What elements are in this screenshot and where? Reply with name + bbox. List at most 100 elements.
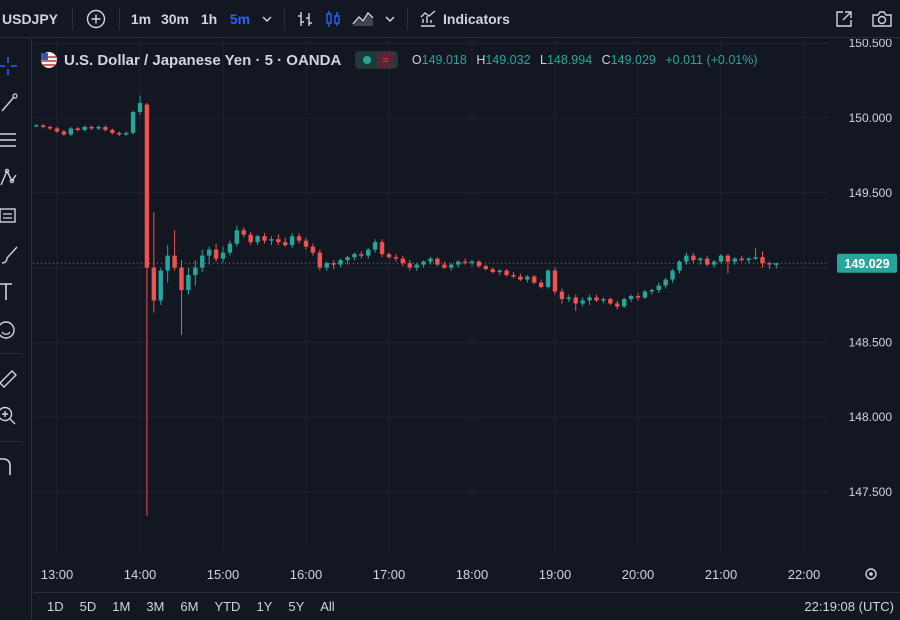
candle-body	[269, 239, 274, 241]
candle-body	[220, 252, 226, 259]
last-price-value: 149.029	[844, 257, 889, 271]
candle-body	[379, 242, 385, 255]
candle-body	[656, 285, 661, 291]
candle	[511, 272, 516, 279]
text-icon[interactable]	[0, 281, 22, 303]
trend-line-icon[interactable]	[0, 91, 22, 113]
candle-body	[746, 258, 751, 261]
interval-30m-button[interactable]: 30m	[156, 0, 194, 38]
indicators-icon	[420, 9, 436, 27]
candle	[691, 252, 696, 264]
candle	[310, 243, 316, 256]
candle-body	[691, 255, 696, 261]
candle-body	[345, 257, 350, 261]
interval-5m-button[interactable]: 5m	[224, 0, 256, 38]
candle	[739, 255, 744, 262]
candle-body	[497, 270, 502, 273]
bar-style-button[interactable]	[291, 0, 319, 38]
area-style-button[interactable]	[347, 0, 379, 38]
candle	[407, 260, 412, 271]
candle-body	[130, 112, 136, 133]
range-5d-button[interactable]: 5D	[79, 599, 97, 614]
candles-icon	[326, 10, 340, 27]
candle-body	[455, 261, 461, 265]
range-3m-button[interactable]: 3M	[146, 599, 165, 614]
symbol-title[interactable]: U.S. Dollar / Japanese Yen · 5 · OANDA	[64, 51, 342, 69]
brush-icon[interactable]	[0, 243, 22, 265]
low-value: 148.994	[546, 53, 593, 67]
candle-body	[75, 128, 80, 130]
candle	[317, 249, 323, 271]
candle	[421, 260, 426, 268]
candle	[144, 103, 150, 516]
candle-body	[137, 103, 143, 113]
interval-1h-button[interactable]: 1h	[194, 0, 224, 38]
high-key: H	[476, 53, 486, 67]
indicators-button[interactable]: Indicators	[414, 0, 510, 38]
range-1m-button[interactable]: 1M	[112, 599, 131, 614]
ruler-icon[interactable]	[0, 367, 22, 389]
candle-body	[663, 279, 668, 286]
candle-body	[227, 243, 233, 253]
price-chart[interactable]: 147.500148.000148.500149.000149.500150.0…	[33, 39, 900, 587]
range-6m-button[interactable]: 6M	[180, 599, 199, 614]
candle-body	[179, 267, 184, 291]
emoji-icon[interactable]	[0, 319, 22, 341]
symbol-search[interactable]: USDJPY	[0, 0, 66, 38]
candle	[68, 126, 74, 136]
candle-body	[248, 234, 253, 243]
snapshot-button[interactable]	[868, 0, 896, 38]
gear-icon[interactable]	[865, 568, 877, 580]
candle	[206, 246, 212, 265]
fib-retracement-icon[interactable]	[0, 129, 22, 151]
interval-dropdown[interactable]	[256, 0, 278, 38]
last-price-label: 149.029	[837, 253, 897, 273]
candle-body	[359, 254, 364, 256]
interval-1m-button[interactable]: 1m	[126, 0, 156, 38]
divider	[407, 7, 408, 30]
candle-style-button[interactable]	[319, 0, 347, 38]
chart-type-dropdown[interactable]	[379, 0, 401, 38]
candle	[656, 282, 661, 294]
flag-icon	[41, 52, 57, 68]
candle	[137, 95, 143, 116]
crosshair-icon[interactable]	[0, 55, 22, 77]
candle-body	[352, 254, 357, 258]
market-status[interactable]: ≈	[355, 51, 398, 69]
magnet-icon[interactable]	[0, 455, 22, 477]
candle-body	[684, 255, 689, 262]
settings-gear[interactable]	[865, 568, 877, 580]
time-axis[interactable]: 13:00 14:00 15:00 16:00 17:00 18:00 19:00 20:00…	[41, 567, 821, 582]
range-1y-button[interactable]: 1Y	[256, 599, 273, 614]
candle	[75, 126, 80, 132]
candle	[746, 257, 751, 264]
candle	[684, 252, 689, 265]
candle	[642, 290, 648, 300]
forecast-icon[interactable]	[0, 205, 22, 227]
candle	[372, 239, 378, 253]
fullscreen-button[interactable]	[830, 0, 858, 38]
chevron-down-icon	[262, 15, 272, 22]
candle-body	[407, 263, 412, 268]
pattern-icon[interactable]	[0, 167, 22, 189]
range-all-button[interactable]: All	[320, 599, 335, 614]
wave-icon: ≈	[377, 52, 394, 68]
compare-symbol-button[interactable]	[79, 0, 113, 38]
candle-body	[172, 255, 177, 268]
candle	[455, 260, 461, 268]
candle-body	[324, 263, 329, 268]
range-5y-button[interactable]: 5Y	[288, 599, 305, 614]
range-ytd-button[interactable]: YTD	[214, 599, 241, 614]
range-1d-button[interactable]: 1D	[47, 599, 64, 614]
candle	[227, 240, 233, 256]
candle	[359, 251, 364, 259]
candle	[123, 131, 129, 136]
candle	[442, 261, 447, 270]
utc-clock[interactable]: 22:19:08 (UTC)	[804, 599, 894, 614]
candle-body	[525, 276, 530, 280]
price-tick: 147.500	[849, 485, 893, 499]
candle-body	[698, 258, 703, 261]
zoom-in-icon[interactable]	[0, 405, 22, 427]
candle	[379, 239, 385, 258]
symbol-label: USDJPY	[2, 10, 59, 27]
